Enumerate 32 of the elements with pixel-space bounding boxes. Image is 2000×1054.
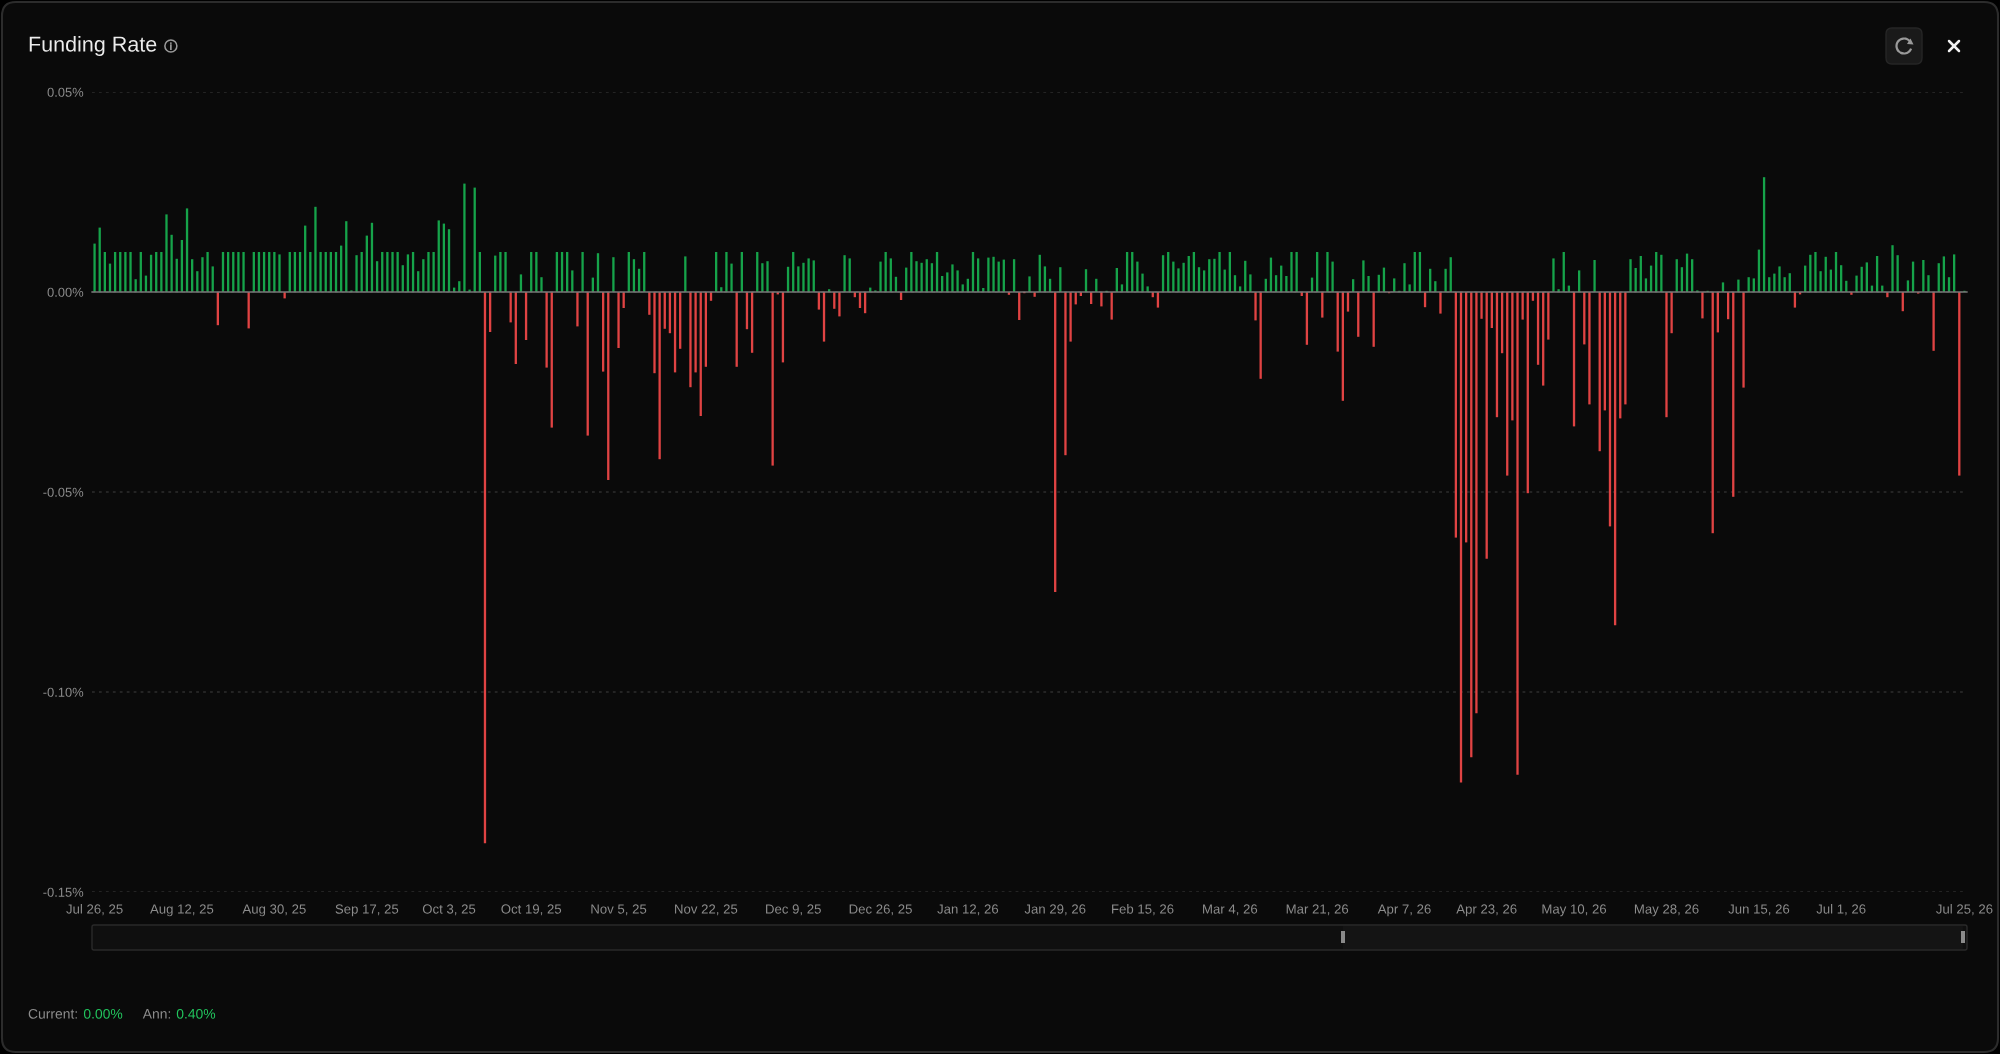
x-tick-label: Apr 23, 26 bbox=[1456, 904, 1517, 917]
x-tick-label: Nov 5, 25 bbox=[591, 904, 647, 916]
x-tick-label: Jan 29, 26 bbox=[1024, 904, 1086, 916]
x-tick-label: May 28, 26 bbox=[1634, 904, 1699, 917]
x-tick-label: Jun 15, 26 bbox=[1728, 904, 1790, 916]
x-tick-label: Mar 21, 26 bbox=[1286, 904, 1349, 916]
y-tick-label: -0.15% bbox=[43, 887, 84, 897]
y-tick-label: 0.00% bbox=[47, 287, 84, 297]
x-tick-label: Sep 17, 25 bbox=[335, 904, 399, 917]
y-tick-label: 0.05% bbox=[47, 87, 84, 97]
chart-title: Funding Rate bbox=[29, 35, 157, 57]
y-tick-label: -0.05% bbox=[43, 487, 84, 497]
text: 0.40% bbox=[176, 1008, 216, 1019]
x-tick-label: Aug 30, 25 bbox=[242, 904, 306, 917]
x-tick-label: Oct 19, 25 bbox=[501, 904, 562, 916]
x-tick-label: Dec 9, 25 bbox=[766, 904, 821, 916]
x-tick-label: Mar 4, 26 bbox=[1203, 904, 1258, 916]
y-tick-label: -0.10% bbox=[43, 687, 84, 697]
x-tick-label: Dec 26, 25 bbox=[849, 904, 912, 916]
x-tick-label: Jul 1, 26 bbox=[1816, 904, 1866, 916]
x-tick-label: Apr 7, 26 bbox=[1377, 904, 1431, 917]
x-tick-label: May 10, 26 bbox=[1542, 904, 1607, 917]
text: 0.00% bbox=[83, 1008, 123, 1019]
x-tick-label: Aug 12, 25 bbox=[150, 904, 214, 917]
x-tick-label: Feb 15, 26 bbox=[1112, 904, 1174, 916]
x-tick-label: Oct 3, 25 bbox=[422, 904, 476, 916]
x-tick-label: Jul 25, 26 bbox=[1936, 904, 1993, 916]
x-tick-label: Jan 12, 26 bbox=[937, 904, 999, 916]
x-tick-label: Nov 22, 25 bbox=[675, 904, 738, 916]
text: Current: bbox=[28, 1008, 77, 1019]
x-tick-label: Jul 26, 25 bbox=[66, 904, 123, 916]
text: Ann: bbox=[142, 1009, 171, 1019]
